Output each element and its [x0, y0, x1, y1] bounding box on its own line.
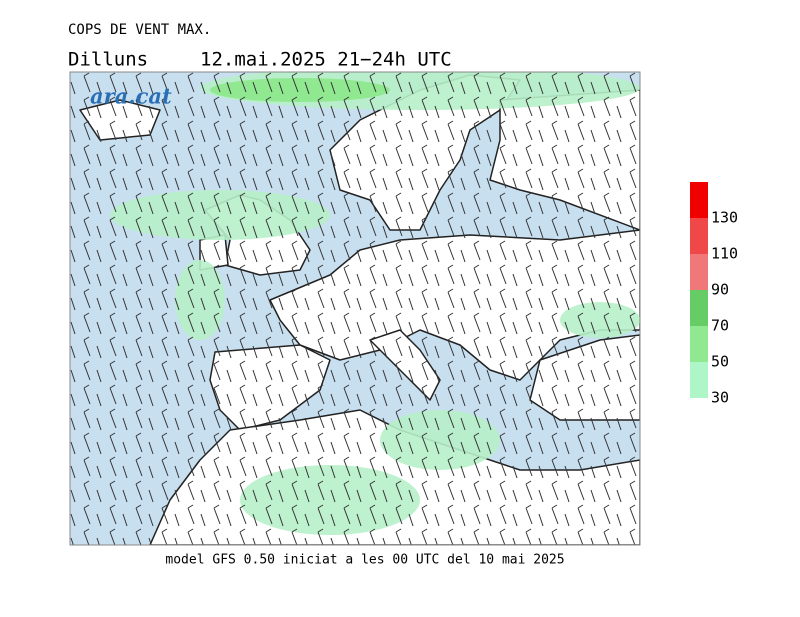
title: COPS DE VENT MAX.: [68, 22, 211, 38]
footer: model GFS 0.50 iniciat a les 00 UTC del …: [165, 553, 564, 568]
wind-barbs: [70, 72, 640, 545]
legend: 30 50 70 90 110 130: [690, 182, 738, 407]
map: [70, 72, 640, 545]
legend-label: 50: [711, 353, 729, 371]
legend-label: 30: [711, 389, 729, 407]
day: Dilluns: [68, 49, 148, 71]
legend-swatch: [690, 182, 708, 218]
legend-swatch: [690, 290, 708, 326]
legend-swatch: [690, 254, 708, 290]
map-frame: [69, 71, 641, 546]
period: 12.mai.2025 21−24h UTC: [200, 49, 452, 71]
legend-swatch: [690, 362, 708, 398]
legend-label: 110: [711, 245, 738, 263]
legend-label: 90: [711, 281, 729, 299]
legend-label: 130: [711, 209, 738, 227]
logo: ara.cat: [90, 84, 172, 109]
legend-swatch: [690, 218, 708, 254]
legend-label: 70: [711, 317, 729, 335]
legend-swatch: [690, 326, 708, 362]
